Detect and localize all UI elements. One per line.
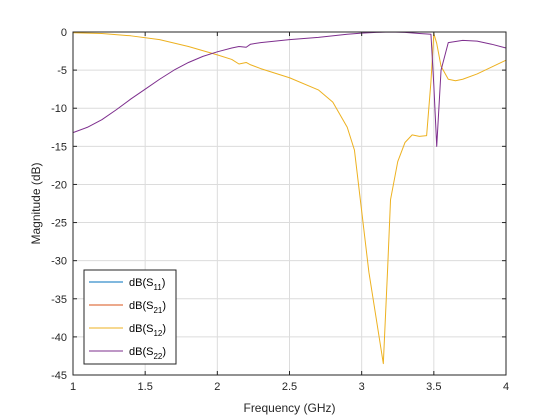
legend-entry-22: dB(S22): [129, 346, 166, 361]
series-line-12: [72, 32, 507, 365]
legend-entry-21: dB(S21): [129, 300, 166, 315]
axis-ticks: [72, 31, 507, 376]
y-tick-label: -15: [51, 141, 67, 153]
x-tick-label: 4: [503, 381, 509, 393]
tick-labels: 1 1.5 2 2.5 3 3.5 4 0 -5 -10 -15 -20 -25 -30 -35 -40 -45: [51, 27, 509, 393]
x-tick-label: 2.5: [282, 381, 297, 393]
x-tick-label: 1.5: [138, 381, 153, 393]
legend: dB(S11) dB(S21) dB(S12) dB(S22): [83, 269, 177, 365]
x-tick-label: 3.5: [426, 381, 441, 393]
y-tick-label: -20: [51, 179, 67, 191]
x-axis-label: Frequency (GHz): [243, 401, 335, 415]
series-layer: [72, 31, 507, 365]
y-tick-label: -5: [57, 65, 67, 77]
x-tick-label: 1: [70, 381, 76, 393]
y-tick-label: -40: [51, 332, 67, 344]
x-tick-label: 3: [359, 381, 365, 393]
y-tick-label: -45: [51, 370, 67, 382]
legend-entry-11: dB(S11): [129, 277, 165, 292]
y-axis-label: Magnitude (dB): [29, 162, 43, 244]
y-tick-label: -25: [51, 218, 67, 230]
y-tick-label: 0: [61, 27, 67, 39]
legend-box: [83, 269, 177, 365]
y-tick-label: -30: [51, 256, 67, 268]
series-line-22: [72, 31, 507, 147]
x-tick-label: 2: [214, 381, 220, 393]
y-tick-label: -35: [51, 294, 67, 306]
legend-entry-12: dB(S12): [129, 323, 166, 338]
y-tick-label: -10: [51, 103, 67, 115]
